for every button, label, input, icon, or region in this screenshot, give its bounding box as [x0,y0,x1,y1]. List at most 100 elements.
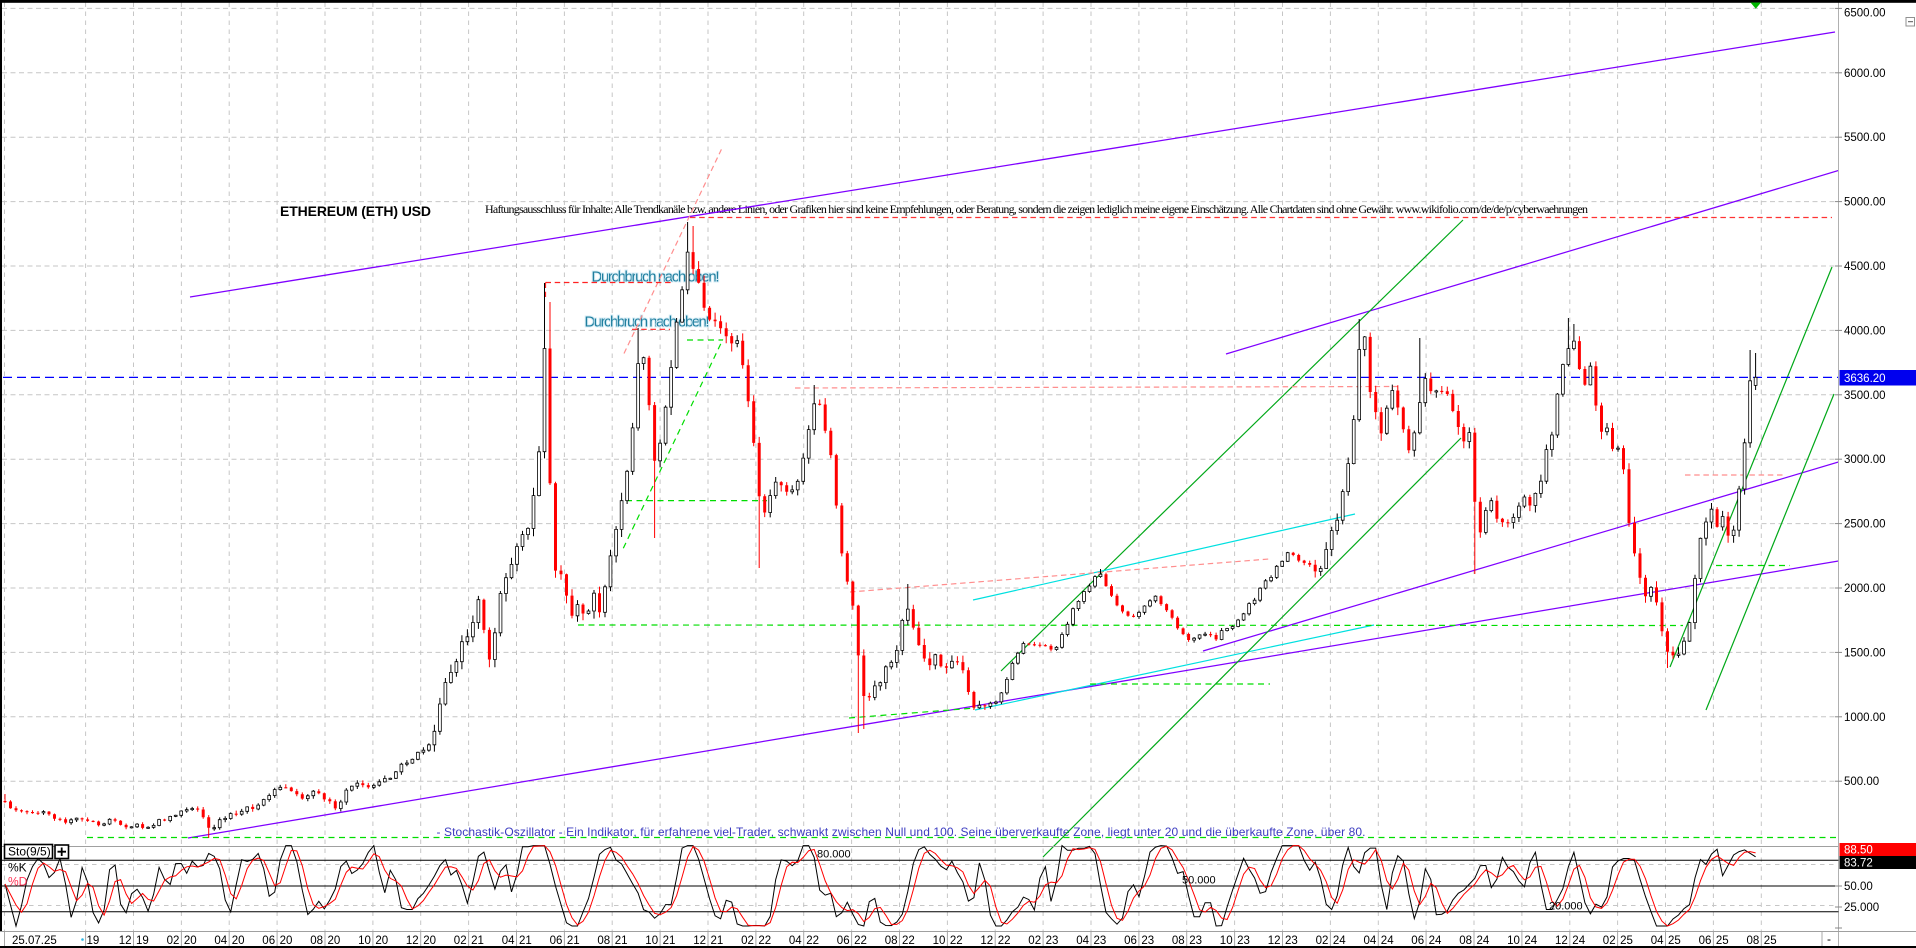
svg-text:08: 08 [597,935,610,947]
svg-text:25: 25 [1620,935,1633,947]
svg-text:3636.20: 3636.20 [1844,373,1886,385]
svg-text:24: 24 [1524,935,1537,947]
svg-text:08: 08 [885,935,898,947]
svg-text:24: 24 [1333,935,1346,947]
svg-text:02: 02 [1028,935,1041,947]
svg-text:12: 12 [119,935,132,947]
svg-text:23: 23 [1189,935,1202,947]
svg-text:08: 08 [1747,935,1760,947]
svg-text:02: 02 [454,935,467,947]
svg-text:1000.00: 1000.00 [1844,712,1886,724]
svg-text:6500.00: 6500.00 [1844,7,1886,19]
svg-text:24: 24 [1572,935,1585,947]
svg-text:21: 21 [567,935,580,947]
svg-text:21: 21 [615,935,628,947]
svg-text:10: 10 [358,935,371,947]
svg-text:Sto(9/5): Sto(9/5) [8,845,51,859]
svg-text:04: 04 [214,935,227,947]
svg-text:83.72: 83.72 [1844,858,1873,870]
svg-text:23: 23 [1046,935,1059,947]
svg-text:19: 19 [136,935,149,947]
svg-text:20.000: 20.000 [1549,901,1583,913]
svg-text:23: 23 [1094,935,1107,947]
svg-text:24: 24 [1381,935,1394,947]
svg-text:12: 12 [693,935,706,947]
svg-text:02: 02 [1316,935,1329,947]
svg-text:25: 25 [1716,935,1729,947]
svg-text:06: 06 [262,935,275,947]
svg-text:4000.00: 4000.00 [1844,325,1886,337]
svg-text:20: 20 [423,935,436,947]
svg-text:-: - [1827,932,1831,946]
svg-text:25: 25 [1764,935,1777,947]
svg-text:04: 04 [1076,935,1089,947]
svg-text:10: 10 [1507,935,1520,947]
svg-text:88.50: 88.50 [1844,845,1873,857]
svg-text:06: 06 [1699,935,1712,947]
svg-text:21: 21 [711,935,724,947]
svg-text:22: 22 [758,935,771,947]
svg-text:08: 08 [310,935,323,947]
svg-text:23: 23 [1285,935,1298,947]
svg-text:04: 04 [789,935,802,947]
svg-text:3500.00: 3500.00 [1844,390,1886,402]
svg-text:08: 08 [1459,935,1472,947]
svg-text:22: 22 [950,935,963,947]
svg-text:%D: %D [8,875,28,889]
svg-text:12: 12 [980,935,993,947]
svg-text:21: 21 [663,935,676,947]
svg-text:20: 20 [328,935,341,947]
svg-text:04: 04 [502,935,515,947]
svg-text:22: 22 [902,935,915,947]
svg-text:12: 12 [406,935,419,947]
svg-text:50.00: 50.00 [1844,881,1873,893]
svg-text:25.000: 25.000 [1844,902,1879,914]
svg-text:02: 02 [1603,935,1616,947]
svg-text:Haftungsausschluss für Inhalte: Haftungsausschluss für Inhalte: Alle Tre… [485,202,1588,216]
svg-text:22: 22 [854,935,867,947]
svg-text:50.000: 50.000 [1182,875,1216,887]
svg-text:19: 19 [87,935,100,947]
svg-text:22: 22 [806,935,819,947]
svg-text:04: 04 [1364,935,1377,947]
svg-text:23: 23 [1237,935,1250,947]
svg-text:21: 21 [519,935,532,947]
svg-text:2000.00: 2000.00 [1844,583,1886,595]
svg-text:Durchbruch nach oben!: Durchbruch nach oben! [585,314,710,331]
svg-text:25.07.25: 25.07.25 [12,935,57,947]
svg-text:%K: %K [8,861,27,875]
svg-text:5500.00: 5500.00 [1844,132,1886,144]
svg-text:06: 06 [550,935,563,947]
svg-text:20: 20 [280,935,293,947]
svg-text:20: 20 [375,935,388,947]
svg-text:6000.00: 6000.00 [1844,68,1886,80]
svg-text:12: 12 [1555,935,1568,947]
svg-text:- Stochastik-Oszillator - Ein: - Stochastik-Oszillator - Ein Indikator,… [437,825,1366,839]
svg-text:06: 06 [837,935,850,947]
svg-text:1500.00: 1500.00 [1844,647,1886,659]
svg-text:21: 21 [471,935,484,947]
svg-text:20: 20 [184,935,197,947]
svg-text:3000.00: 3000.00 [1844,454,1886,466]
svg-text:25: 25 [1668,935,1681,947]
svg-text:02: 02 [167,935,180,947]
svg-text:24: 24 [1429,935,1442,947]
svg-text:04: 04 [1651,935,1664,947]
svg-text:5000.00: 5000.00 [1844,197,1886,209]
svg-text:10: 10 [933,935,946,947]
svg-text:ETHEREUM (ETH) USD: ETHEREUM (ETH) USD [280,203,431,219]
svg-text:23: 23 [1141,935,1154,947]
svg-text:10: 10 [645,935,658,947]
svg-text:06: 06 [1124,935,1137,947]
svg-text:2500.00: 2500.00 [1844,519,1886,531]
svg-text:12: 12 [1268,935,1281,947]
svg-text:20: 20 [232,935,245,947]
svg-text:06: 06 [1411,935,1424,947]
svg-text:4500.00: 4500.00 [1844,261,1886,273]
svg-text:08: 08 [1172,935,1185,947]
svg-text:22: 22 [998,935,1011,947]
svg-text:500.00: 500.00 [1844,776,1879,788]
svg-text:80.000: 80.000 [817,849,851,861]
svg-text:10: 10 [1220,935,1233,947]
svg-text:02: 02 [741,935,754,947]
